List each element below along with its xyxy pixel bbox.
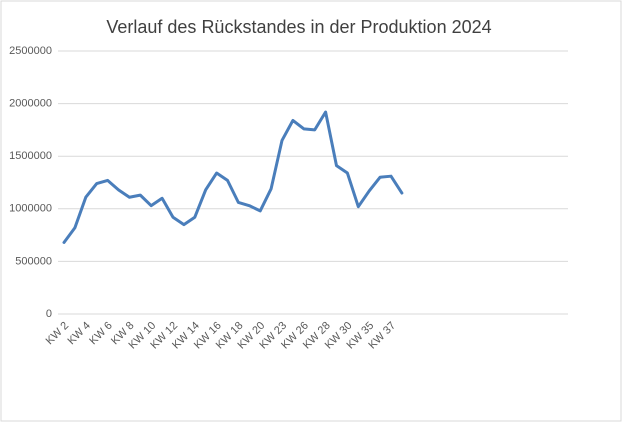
y-tick-label: 500000 <box>15 255 52 267</box>
y-tick-label: 2500000 <box>9 45 52 57</box>
y-tick-label: 0 <box>46 308 52 320</box>
y-tick-label: 2000000 <box>9 98 52 110</box>
data-line <box>62 110 404 244</box>
chart-title: Verlauf des Rückstandes in der Produktio… <box>106 17 491 37</box>
y-tick-label: 1000000 <box>9 203 52 215</box>
y-tick-label: 1500000 <box>9 150 52 162</box>
